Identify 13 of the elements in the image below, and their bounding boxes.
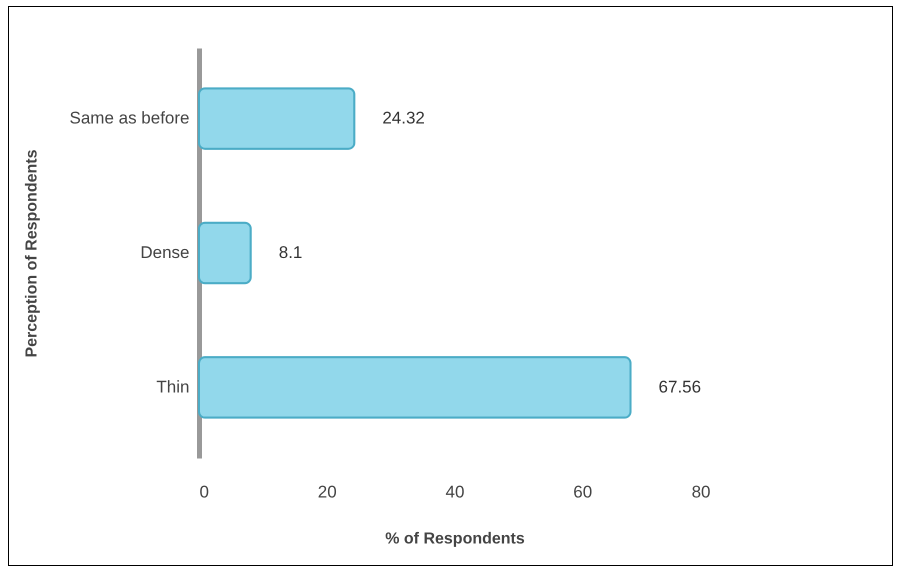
y-tick-label: Dense bbox=[140, 243, 190, 262]
x-tick-label: 0 bbox=[200, 482, 209, 502]
data-label: 67.56 bbox=[658, 377, 702, 396]
x-tick-label: 40 bbox=[446, 482, 464, 502]
data-label: 24.32 bbox=[382, 108, 425, 128]
y-axis-title: Perception of Respondents bbox=[23, 149, 40, 358]
data-label: 8.1 bbox=[278, 243, 302, 262]
y-tick-label: Same as before bbox=[69, 108, 190, 128]
x-tick-label: 80 bbox=[692, 482, 710, 502]
x-tick-label: 60 bbox=[573, 482, 592, 502]
x-axis-title: % of Respondents bbox=[385, 530, 525, 548]
y-tick-label: Thin bbox=[156, 377, 190, 396]
x-tick-label: 20 bbox=[318, 482, 337, 502]
